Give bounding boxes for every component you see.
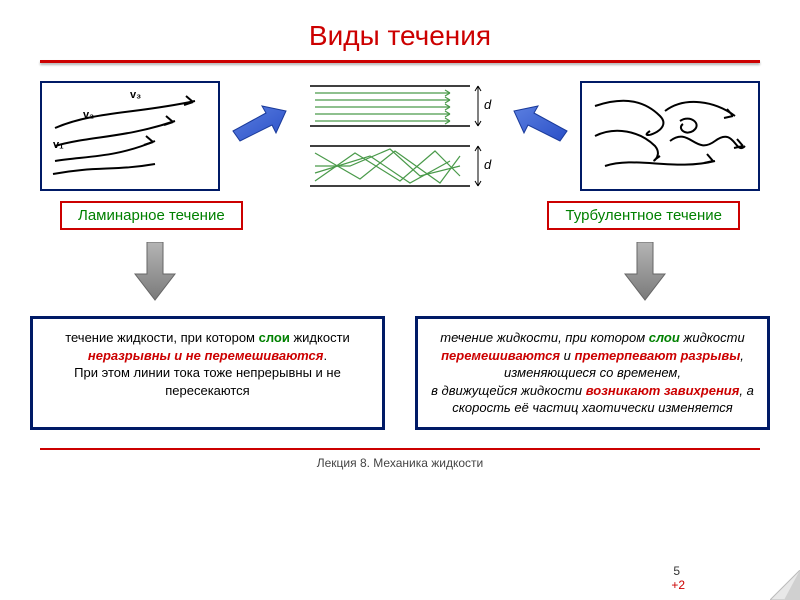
v1-label: v₁ bbox=[53, 139, 64, 151]
text: жидкости bbox=[290, 330, 350, 345]
turbulent-label: Турбулентное течение bbox=[547, 201, 740, 230]
arrow-left-to-center bbox=[228, 103, 288, 143]
labels-row: Ламинарное течение Турбулентное течение bbox=[0, 191, 800, 230]
text: течение жидкости, при котором bbox=[65, 330, 258, 345]
laminar-definition: течение жидкости, при котором слои жидко… bbox=[30, 316, 385, 430]
turbulent-definition: течение жидкости, при котором слои жидко… bbox=[415, 316, 770, 430]
text: течение жидкости, при котором bbox=[440, 330, 649, 345]
kw-nerazryvny: неразрывны и не перемешиваются bbox=[88, 348, 324, 363]
kw-sloi: слои bbox=[259, 330, 290, 345]
laminar-diagram: v₁ v₂ v₃ bbox=[40, 81, 220, 191]
corner-fold-icon bbox=[770, 570, 800, 600]
turbulent-diagram bbox=[580, 81, 760, 191]
center-diagram: d d bbox=[300, 81, 500, 191]
d-label-top: d bbox=[484, 97, 492, 112]
kw-sloi2: слои bbox=[649, 330, 680, 345]
extra-marker: +2 bbox=[671, 578, 685, 592]
kw-zavihren: возникают завихрения bbox=[586, 383, 740, 398]
kw-razryvy: претерпевают разрывы bbox=[575, 348, 741, 363]
slide-title: Виды течения bbox=[0, 0, 800, 52]
arrow-center-to-right bbox=[512, 103, 572, 143]
laminar-label: Ламинарное течение bbox=[60, 201, 243, 230]
text: и bbox=[560, 348, 574, 363]
definitions-row: течение жидкости, при котором слои жидко… bbox=[0, 302, 800, 430]
v2-label: v₂ bbox=[83, 109, 94, 121]
v3-label: v₃ bbox=[130, 89, 141, 101]
down-arrow-left bbox=[130, 242, 180, 302]
down-arrow-right bbox=[620, 242, 670, 302]
kw-peremesh: перемешиваются bbox=[441, 348, 560, 363]
footer-rule bbox=[40, 448, 760, 450]
diagrams-row: v₁ v₂ v₃ d bbox=[0, 63, 800, 191]
text: жидкости bbox=[680, 330, 745, 345]
down-arrows-row bbox=[0, 230, 800, 302]
d-label-bottom: d bbox=[484, 157, 492, 172]
footer-text: Лекция 8. Механика жидкости bbox=[0, 456, 800, 470]
page-number: 5 bbox=[673, 564, 680, 578]
